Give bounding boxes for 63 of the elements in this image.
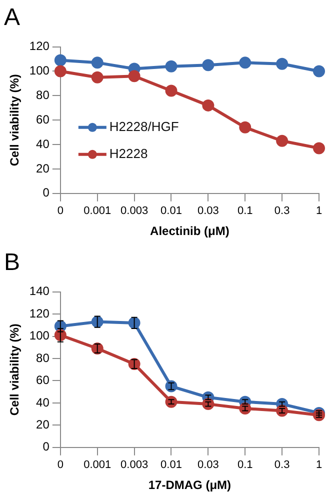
- point: [91, 342, 104, 354]
- y-tick-label: 80: [36, 350, 50, 365]
- y-tick-label: 0: [42, 186, 50, 200]
- point: [54, 65, 66, 78]
- x-tick-label: 0.01: [160, 205, 182, 218]
- legend-label: H2228: [109, 146, 148, 162]
- chart-title: B: [4, 249, 20, 276]
- x-tick-label: 0.1: [237, 205, 253, 218]
- point: [54, 54, 66, 66]
- point: [276, 58, 288, 70]
- x-tick-label: 0.001: [84, 459, 112, 472]
- y-tick-label: 100: [29, 328, 50, 343]
- x-tick-label: 0.03: [197, 205, 219, 218]
- point: [239, 402, 252, 414]
- x-tick-label: 0: [57, 459, 64, 472]
- point: [276, 134, 288, 147]
- y-tick-label: 60: [36, 112, 50, 126]
- x-axis-title: 17-DMAG (μM): [148, 478, 232, 492]
- y-tick-label: 100: [29, 64, 50, 78]
- y-tick-label: 0: [42, 440, 50, 454]
- point: [239, 56, 252, 69]
- point: [165, 380, 178, 392]
- y-axis-title: Cell viability (%): [8, 74, 22, 166]
- y-tick-label: 120: [29, 39, 50, 54]
- point: [276, 404, 288, 417]
- point: [202, 59, 214, 72]
- y-tick-label: 40: [36, 395, 50, 410]
- point: [313, 142, 325, 154]
- x-tick-label: 1: [316, 205, 322, 218]
- y-tick-label: 80: [36, 88, 50, 102]
- point: [165, 60, 178, 72]
- y-tick-label: 20: [36, 417, 50, 432]
- x-axis-title: Alectinib (μM): [150, 224, 230, 238]
- x-tick-label: 0.03: [197, 459, 219, 472]
- point: [91, 56, 104, 69]
- point: [165, 84, 178, 97]
- point: [91, 71, 104, 84]
- y-tick-label: 20: [36, 161, 50, 176]
- y-tick-label: 120: [29, 306, 50, 320]
- point: [128, 358, 140, 370]
- point: [202, 398, 214, 410]
- x-tick-label: 0.1: [237, 459, 253, 472]
- chart-title: A: [4, 4, 20, 32]
- x-tick-label: 0.3: [274, 205, 290, 218]
- point: [239, 121, 252, 134]
- x-tick-label: 0.3: [274, 459, 290, 472]
- x-tick-label: 0.01: [160, 459, 182, 472]
- point: [313, 409, 325, 422]
- legend-label: H2228/HGF: [109, 119, 179, 134]
- point: [128, 70, 140, 82]
- point: [165, 396, 178, 408]
- y-tick-label: 60: [36, 373, 50, 388]
- y-tick-label: 40: [36, 136, 50, 151]
- y-tick-label: 140: [29, 284, 50, 298]
- x-tick-label: 0.001: [84, 205, 112, 218]
- point: [202, 99, 214, 112]
- x-tick-label: 1: [316, 459, 322, 472]
- point: [54, 329, 66, 342]
- point: [313, 65, 325, 78]
- x-tick-label: 0.003: [120, 205, 148, 218]
- y-axis-title: Cell viability (%): [8, 324, 22, 416]
- x-tick-label: 0.003: [120, 459, 148, 472]
- x-tick-label: 0: [57, 205, 64, 218]
